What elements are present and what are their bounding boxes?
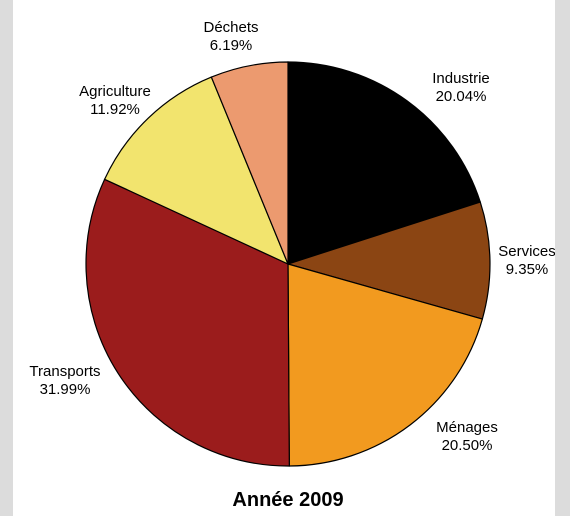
slice-label: Services <box>498 243 555 260</box>
slice-label: Agriculture <box>79 83 151 100</box>
pie-slice-ménages <box>287 263 484 467</box>
slice-percent: 9.35% <box>506 261 549 278</box>
slice-label: Ménages <box>436 419 498 436</box>
chart-panel: Industrie 20.04% Services 9.35% Ménages 20.50… <box>13 0 555 516</box>
slice-percent: 20.50% <box>442 437 493 454</box>
slice-percent: 11.92% <box>90 101 140 118</box>
slice-percent: 20.04% <box>436 88 487 105</box>
pie-slice-déchets <box>210 61 289 265</box>
pie-slice-industrie <box>287 61 482 265</box>
pie-slice-transports <box>85 178 290 467</box>
pie-slice-agriculture <box>103 76 290 266</box>
slice-label: Transports <box>29 363 100 380</box>
pie-slice-services <box>285 201 491 320</box>
slice-label: Industrie <box>432 70 490 87</box>
slice-percent: 6.19% <box>210 37 253 54</box>
slice-label: Déchets <box>203 19 258 36</box>
chart-title: Année 2009 <box>232 489 343 511</box>
slice-percent: 31.99% <box>40 381 91 398</box>
pie-slices <box>85 61 491 467</box>
